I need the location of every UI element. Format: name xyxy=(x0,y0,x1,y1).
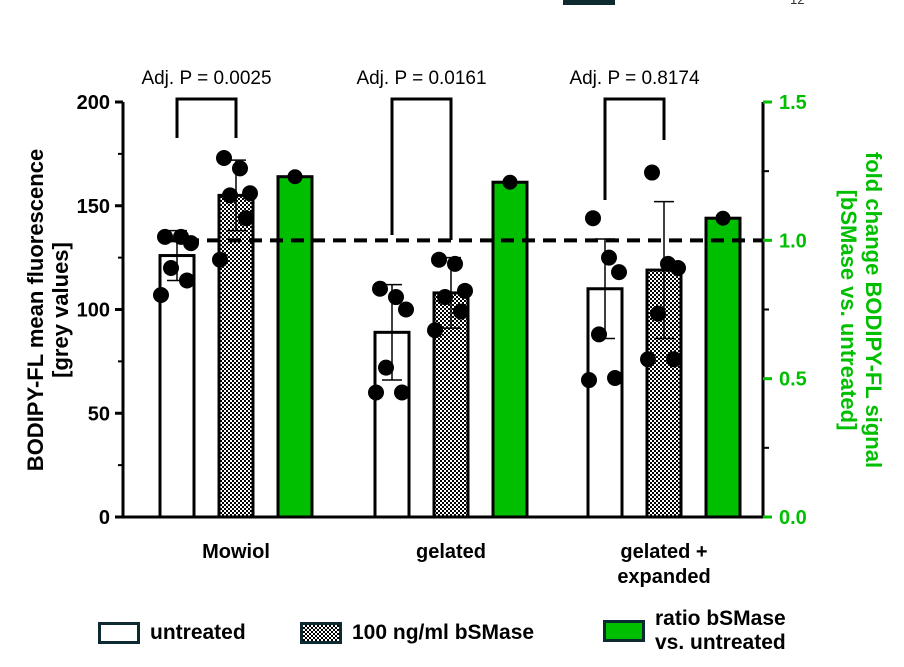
left-y-tick-label: 50 xyxy=(88,403,110,425)
data-point xyxy=(388,289,404,306)
legend-label-ratio: ratio bSMase vs. untreated xyxy=(655,607,786,654)
legend-swatch-ratio xyxy=(603,620,645,642)
data-point xyxy=(591,326,607,343)
bar-ratio xyxy=(704,216,742,519)
data-point xyxy=(183,235,199,252)
left-y-tick-label: 100 xyxy=(77,300,110,322)
significance-label: Adj. P = 0.0025 xyxy=(141,68,271,89)
left-y-tick-label: 200 xyxy=(77,92,110,114)
data-point xyxy=(153,286,169,303)
data-point xyxy=(427,322,443,339)
data-point xyxy=(368,384,384,401)
legend-label-untreated: untreated xyxy=(150,621,246,644)
legend-item-ratio: ratio bSMase vs. untreated xyxy=(603,607,786,655)
right-y-tick-label: 1.5 xyxy=(779,92,807,114)
data-point xyxy=(607,369,623,386)
data-point xyxy=(179,272,195,289)
data-point xyxy=(581,372,597,389)
right-y-tick-label: 0.0 xyxy=(779,507,807,529)
data-point-ratio xyxy=(502,174,518,190)
data-point xyxy=(611,264,627,281)
data-point xyxy=(232,160,248,177)
data-point-ratio xyxy=(287,169,303,185)
data-point xyxy=(398,301,414,318)
cropped-text-fragment: 12 xyxy=(790,0,804,7)
category-label: gelated xyxy=(416,541,486,563)
data-point xyxy=(644,164,660,181)
data-point xyxy=(222,187,238,204)
data-point xyxy=(378,359,394,376)
data-point xyxy=(585,210,601,227)
data-point xyxy=(666,351,682,368)
data-point xyxy=(640,351,656,368)
data-point xyxy=(650,305,666,322)
legend-label-bsmase: 100 ng/ml bSMase xyxy=(352,621,535,644)
bar-bsmase xyxy=(217,193,255,519)
legend-swatch-untreated xyxy=(98,622,140,644)
data-point xyxy=(453,303,469,320)
data-point xyxy=(242,185,258,202)
data-point xyxy=(163,260,179,276)
data-point xyxy=(431,251,447,268)
data-point xyxy=(212,251,228,268)
significance-label: Adj. P = 0.8174 xyxy=(569,68,700,89)
data-point xyxy=(601,249,617,266)
left-y-tick-label: 0 xyxy=(99,507,110,529)
data-point xyxy=(447,255,463,272)
chart-canvas: 0 50 100 150 200 0.0 0.5 1.0 1.5 BODIPY-FL mean f… xyxy=(23,68,886,588)
category-label: Mowiol xyxy=(202,541,270,563)
data-point xyxy=(238,210,254,227)
data-point xyxy=(216,150,232,167)
left-y-axis-title: BODIPY-FL mean fluorescence[grey values] xyxy=(23,149,73,471)
left-y-tick-label: 150 xyxy=(77,196,110,218)
right-y-tick-label: 0.5 xyxy=(779,369,807,391)
data-point xyxy=(394,384,410,401)
cropped-legend-swatch xyxy=(563,0,615,5)
category-label: gelated + expanded xyxy=(617,541,710,588)
data-point xyxy=(372,280,388,297)
data-point xyxy=(437,289,453,306)
bar-ratio xyxy=(276,175,314,519)
data-point xyxy=(157,228,173,245)
right-y-axis-title: fold change BODIPY-FL signal[bSMase vs. … xyxy=(836,152,886,468)
legend-swatch-bsmase xyxy=(300,622,342,644)
legend-item-untreated: untreated xyxy=(98,621,246,645)
data-point xyxy=(670,260,686,276)
significance-label: Adj. P = 0.0161 xyxy=(356,68,486,89)
right-y-tick-label: 1.0 xyxy=(779,230,807,252)
bar-ratio xyxy=(491,180,529,519)
data-point xyxy=(457,282,473,299)
significance-bracket xyxy=(175,97,238,138)
significance-bracket xyxy=(603,97,666,200)
data-point-ratio xyxy=(715,210,731,226)
legend-item-bsmase: 100 ng/ml bSMase xyxy=(300,621,534,645)
significance-bracket xyxy=(390,97,453,240)
